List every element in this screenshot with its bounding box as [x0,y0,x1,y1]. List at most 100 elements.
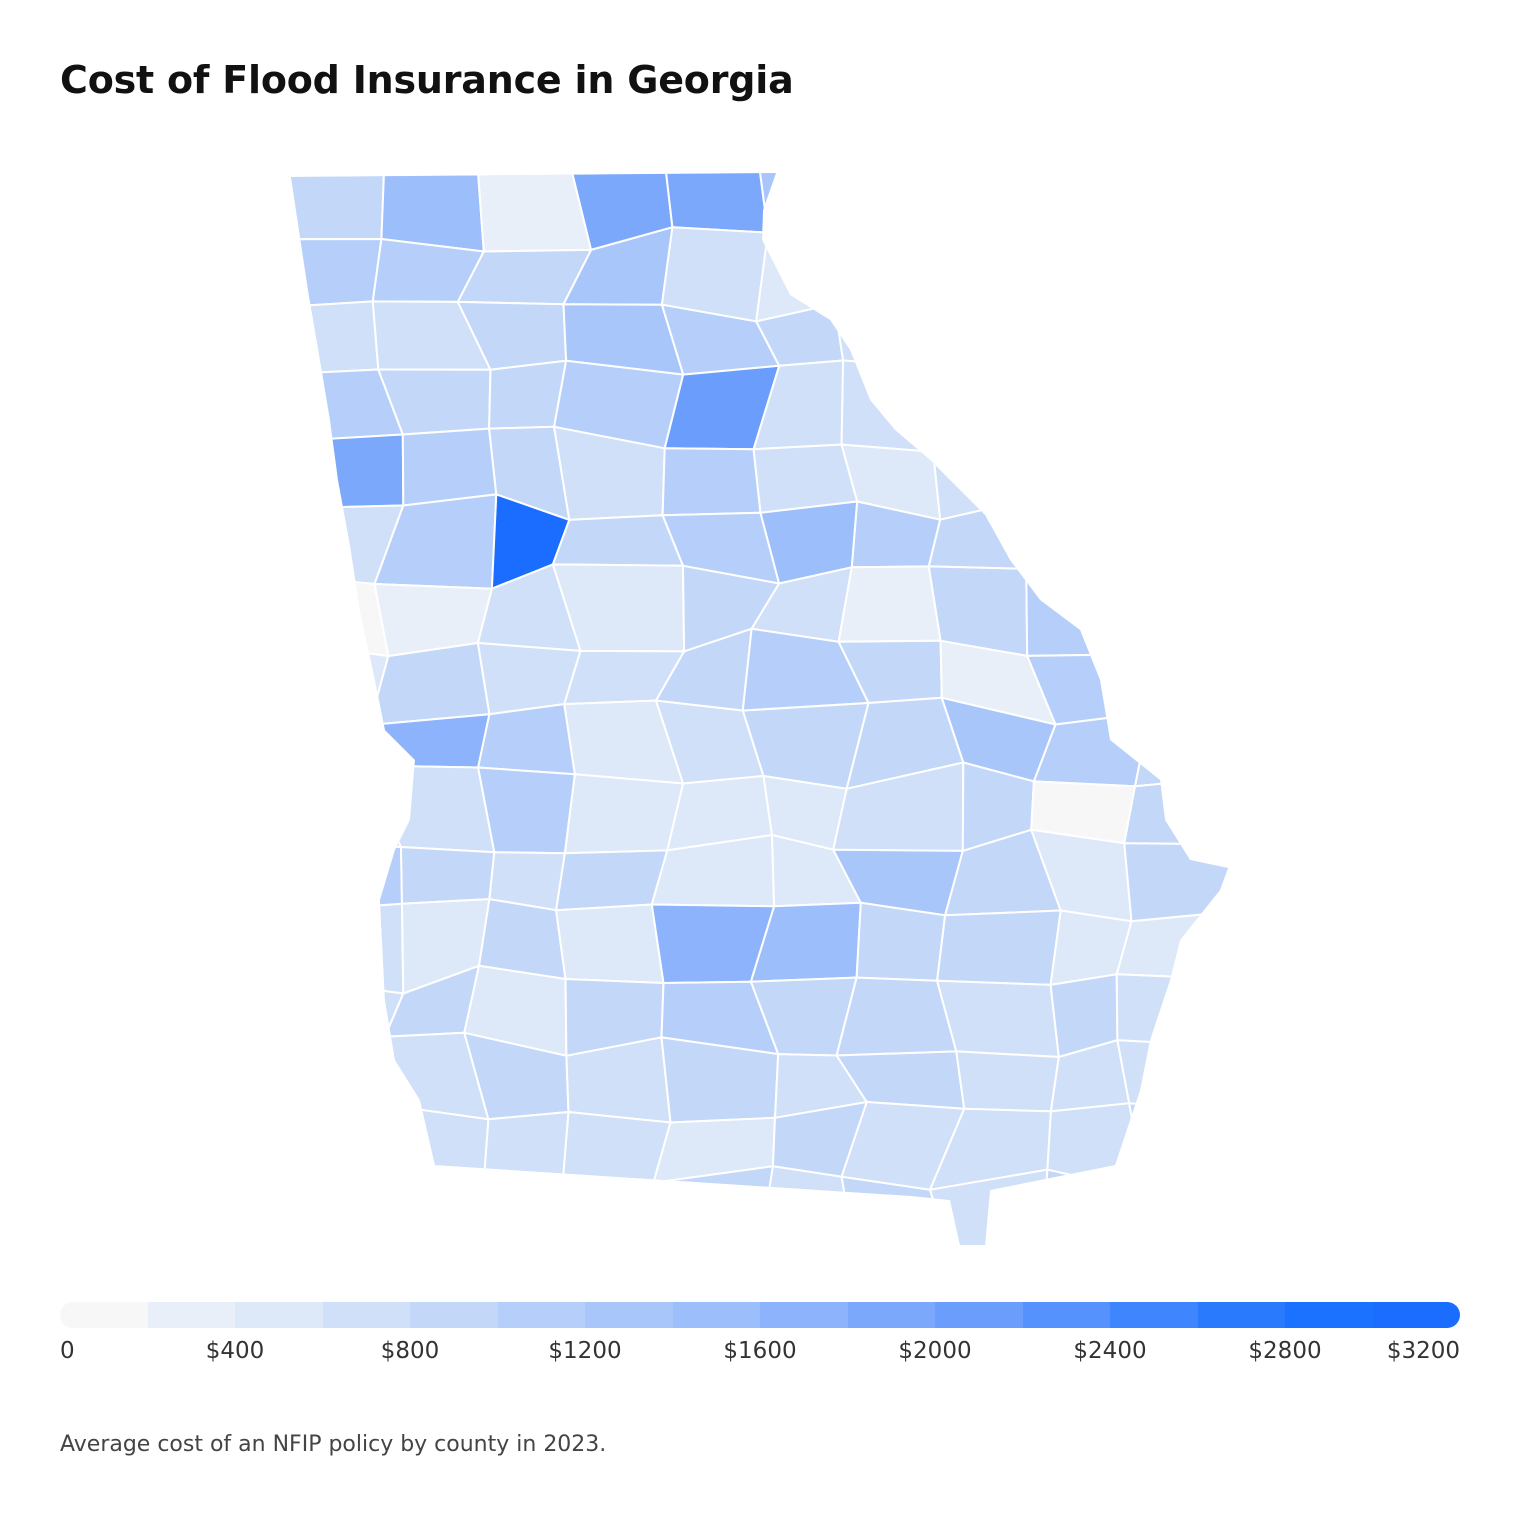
county-region[interactable] [838,172,955,256]
county-region[interactable] [1133,708,1230,788]
county-region[interactable] [290,1035,386,1115]
county-region[interactable] [935,909,1062,986]
legend-swatch [1285,1302,1373,1328]
county-region[interactable] [1115,910,1230,981]
county-region[interactable] [1119,425,1230,510]
county-region[interactable] [290,764,403,849]
legend-tick-labels: 0 $400 $800 $1200 $1600 $2000 $2400 $2800 $3200 [60,1338,1460,1368]
legend-tick-label: $2400 [1073,1338,1147,1364]
county-region[interactable] [476,702,577,776]
county-region[interactable] [290,641,390,727]
legend-tick-label: $3200 [1386,1338,1460,1364]
county-region[interactable] [955,1050,1060,1113]
legend-tick-label: $2800 [1248,1338,1322,1364]
county-region[interactable] [755,231,841,323]
county-region[interactable] [290,843,404,913]
county-region[interactable] [1115,973,1230,1048]
legend-swatch [1197,1302,1285,1328]
county-region[interactable] [1123,566,1230,656]
county-region[interactable] [399,845,496,905]
county-region[interactable] [1046,1102,1147,1193]
county-region[interactable] [368,1103,490,1196]
legend-swatch [235,1302,323,1328]
georgia-county-map [0,160,1520,1260]
county-region[interactable] [1119,231,1231,308]
county-region[interactable] [1147,641,1230,714]
county-region[interactable] [946,172,1050,242]
county-region[interactable] [1123,842,1230,923]
county-region[interactable] [664,172,770,234]
county-region[interactable] [1116,1039,1230,1115]
county-region[interactable] [380,172,485,253]
county-region[interactable] [835,976,958,1057]
color-legend: 0 $400 $800 $1200 $1600 $2000 $2400 $2800 $3200 [60,1302,1460,1372]
legend-swatch [60,1302,148,1328]
county-region[interactable] [929,366,1059,454]
county-region[interactable] [833,238,957,314]
legend-swatch [497,1302,585,1328]
legend-swatch [1022,1302,1110,1328]
county-region[interactable] [290,1103,386,1196]
county-region[interactable] [563,773,685,855]
county-region[interactable] [1025,566,1151,657]
county-region[interactable] [562,1110,672,1184]
county-region[interactable] [952,238,1050,314]
county-region[interactable] [368,1185,485,1248]
county-region[interactable] [554,849,669,912]
county-region[interactable] [1040,172,1138,241]
county-region[interactable] [855,901,947,982]
county-region[interactable] [290,1179,386,1248]
county-region[interactable] [1040,1168,1147,1248]
county-region[interactable] [928,302,1059,372]
legend-swatch [760,1302,848,1328]
county-region[interactable] [1119,172,1231,241]
county-region[interactable] [476,1175,574,1248]
county-region[interactable] [932,425,1048,521]
county-region[interactable] [290,902,405,995]
legend-swatch [1110,1302,1198,1328]
county-region[interactable] [363,764,496,854]
county-region[interactable] [1134,1179,1230,1248]
county-region[interactable] [562,1175,668,1248]
county-region[interactable] [1119,499,1230,577]
county-region[interactable] [1038,292,1124,372]
county-region[interactable] [1024,494,1126,570]
page-title: Cost of Flood Insurance in Georgia [60,58,794,102]
county-region[interactable] [290,300,380,375]
legend-tick-label: $400 [205,1338,265,1364]
legend-swatch [585,1302,673,1328]
map-caption: Average cost of an NFIP policy by county… [60,1432,607,1457]
county-region[interactable] [368,641,491,727]
county-region[interactable] [1038,231,1124,305]
county-region[interactable] [1023,425,1146,503]
county-region[interactable] [661,447,762,517]
county-region[interactable] [1118,292,1230,375]
county-region[interactable] [758,1165,856,1248]
county-region[interactable] [290,433,405,510]
county-region[interactable] [482,1110,570,1188]
county-region[interactable] [1127,1102,1230,1193]
county-region[interactable] [488,359,568,430]
county-region[interactable] [554,903,665,985]
legend-swatch [147,1302,235,1328]
county-region[interactable] [551,514,685,567]
legend-swatch [672,1302,760,1328]
county-region[interactable] [1023,362,1146,428]
county-region[interactable] [840,359,935,453]
county-region[interactable] [401,427,498,507]
legend-tick-label: $2000 [898,1338,972,1364]
legend-tick-label: $1200 [548,1338,622,1364]
county-region[interactable] [1118,362,1230,443]
county-region[interactable] [935,979,1060,1059]
county-region[interactable] [290,237,383,308]
legend-swatch [1372,1302,1460,1328]
county-region[interactable] [290,574,390,658]
county-region[interactable] [476,766,577,855]
county-region[interactable] [290,172,386,241]
county-region[interactable] [290,708,371,779]
county-region[interactable] [758,172,856,256]
county-region[interactable] [1123,776,1230,846]
county-region[interactable] [833,302,957,369]
legend-swatch [322,1302,410,1328]
county-region[interactable] [837,565,942,643]
